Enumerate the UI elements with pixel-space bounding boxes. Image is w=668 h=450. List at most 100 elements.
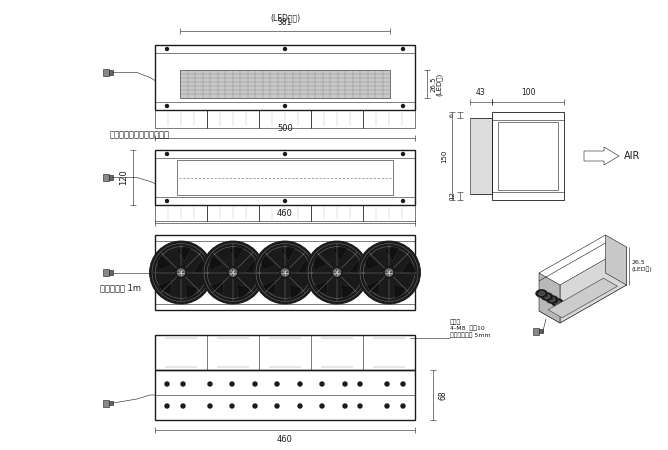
Circle shape [385, 269, 393, 276]
Circle shape [253, 382, 257, 386]
Text: 6: 6 [450, 113, 455, 117]
Wedge shape [228, 247, 243, 261]
Circle shape [298, 382, 302, 386]
Bar [538, 328, 542, 333]
Circle shape [401, 104, 405, 108]
Circle shape [283, 48, 287, 50]
Wedge shape [184, 284, 198, 298]
Circle shape [165, 404, 169, 408]
Bar [155, 110, 207, 128]
Bar [532, 328, 538, 334]
Bar [311, 205, 363, 221]
Circle shape [181, 404, 185, 408]
Wedge shape [297, 261, 311, 275]
Text: 500: 500 [277, 124, 293, 133]
Text: ケーブル長 1m: ケーブル長 1m [100, 284, 141, 292]
Text: 460: 460 [277, 209, 293, 218]
Wedge shape [365, 255, 379, 270]
Bar [109, 175, 113, 180]
Bar [155, 370, 415, 420]
Circle shape [401, 48, 405, 50]
Ellipse shape [541, 292, 553, 301]
Text: 68: 68 [438, 390, 447, 400]
Ellipse shape [538, 292, 544, 296]
Wedge shape [313, 255, 327, 270]
Circle shape [208, 404, 212, 408]
Bar [155, 45, 415, 110]
Circle shape [208, 382, 212, 386]
Circle shape [357, 241, 420, 304]
Wedge shape [210, 279, 224, 294]
Bar [155, 150, 415, 205]
Circle shape [229, 269, 236, 276]
Circle shape [401, 382, 405, 386]
Circle shape [320, 382, 324, 386]
Polygon shape [548, 278, 617, 318]
Circle shape [253, 404, 257, 408]
Wedge shape [209, 255, 223, 270]
Circle shape [320, 404, 324, 408]
Circle shape [166, 104, 168, 108]
Circle shape [202, 241, 265, 304]
Circle shape [275, 404, 279, 408]
Wedge shape [176, 247, 191, 261]
Wedge shape [157, 255, 171, 270]
Circle shape [305, 241, 369, 304]
Bar [363, 205, 415, 221]
Text: 100: 100 [521, 88, 535, 97]
Wedge shape [393, 284, 406, 298]
Bar [363, 110, 415, 128]
Circle shape [150, 241, 212, 304]
Bar [180, 70, 390, 98]
Wedge shape [341, 284, 354, 298]
Ellipse shape [536, 289, 548, 297]
Circle shape [283, 153, 287, 156]
Polygon shape [539, 273, 560, 323]
Ellipse shape [551, 298, 563, 306]
Ellipse shape [544, 294, 550, 298]
Wedge shape [367, 279, 379, 294]
Bar [207, 110, 259, 128]
Bar [311, 110, 363, 128]
Wedge shape [193, 261, 207, 275]
Wedge shape [280, 247, 295, 261]
Text: (LED幅): (LED幅) [436, 72, 443, 96]
Ellipse shape [546, 296, 558, 303]
Bar [109, 400, 113, 405]
Bar [155, 335, 415, 370]
Circle shape [166, 153, 168, 156]
Circle shape [401, 153, 405, 156]
Circle shape [275, 382, 279, 386]
Polygon shape [605, 235, 627, 285]
Bar [103, 269, 109, 276]
Bar [155, 205, 207, 221]
Bar [259, 205, 311, 221]
Bar [109, 70, 113, 75]
Ellipse shape [549, 297, 555, 302]
Text: 12: 12 [449, 192, 455, 200]
Circle shape [181, 382, 185, 386]
Circle shape [166, 48, 168, 50]
Text: 460: 460 [277, 435, 293, 444]
Text: 43: 43 [476, 88, 486, 97]
Text: 26.5: 26.5 [431, 76, 437, 92]
Wedge shape [245, 261, 259, 275]
Polygon shape [539, 273, 627, 323]
Circle shape [401, 404, 405, 408]
Bar [492, 112, 564, 200]
Wedge shape [263, 279, 276, 294]
Wedge shape [289, 284, 302, 298]
Circle shape [230, 382, 234, 386]
Wedge shape [349, 261, 363, 275]
Circle shape [385, 382, 389, 386]
Ellipse shape [554, 301, 560, 305]
Circle shape [283, 199, 287, 202]
Bar [103, 400, 109, 406]
Wedge shape [332, 247, 347, 261]
Circle shape [358, 404, 362, 408]
Polygon shape [560, 247, 627, 323]
Circle shape [230, 404, 234, 408]
Text: 120: 120 [119, 170, 128, 185]
Bar [103, 174, 109, 181]
Circle shape [283, 104, 287, 108]
